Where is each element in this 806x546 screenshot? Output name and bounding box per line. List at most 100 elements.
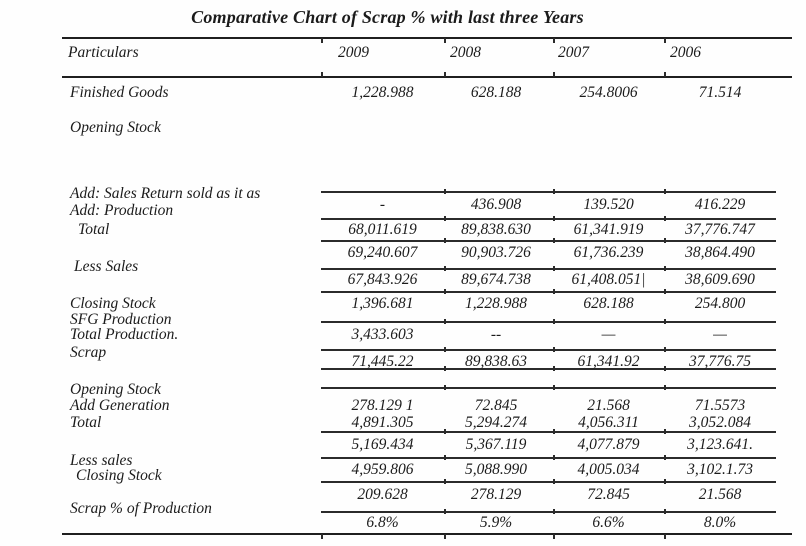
rule [321,289,776,294]
row-label: Finished Goods [70,84,169,101]
cell-2006: 37,776.747 [685,221,755,238]
table-row: 6.8% 5.9% 6.6% 8.0% [0,514,806,532]
rule [321,319,776,324]
table-row: Less sales [0,452,806,470]
cell-2007: 4,056.311 [578,414,639,431]
row-label: Add: Sales Return sold as it as [70,185,261,202]
table-row: Add: Sales Return sold as it as [0,185,806,203]
table-row: Add Generation 278.129 1 72.845 21.568 7… [0,397,806,415]
rule [321,238,776,243]
row-label: Total Production. [70,326,179,343]
cell-2007: 61,341.92 [577,353,640,370]
cell-2007: 21.568 [587,397,630,414]
table-row: 5,169.434 5,367.119 4,077.879 3,123.641. [0,436,806,454]
row-label: Opening Stock [70,119,161,136]
table-header-row: Particulars 2009 2008 2007 2006 [0,44,806,62]
cell-2009: 5,169.434 [351,436,414,453]
row-label: Scrap % of Production [70,500,212,517]
document-title: Comparative Chart of Scrap % with last t… [191,7,584,27]
rule [321,216,776,221]
cell-2008: 5,294.274 [465,414,527,431]
header-year-2008: 2008 [450,44,481,61]
cell-2009: 69,240.607 [347,244,418,261]
table-row: Finished Goods 1,228.988 628.188 254.800… [0,84,806,102]
table-row: Opening Stock [0,381,806,399]
row-label: SFG Production [70,311,172,328]
row-label: Add: Production [70,202,174,219]
row-label: Scrap [70,344,107,361]
cell-2008: 90,903.726 [461,244,531,261]
cell-2006: 21.568 [698,486,742,503]
header-year-2006: 2006 [670,44,701,61]
cell-2006: 8.0% [703,514,737,531]
cell-2007: 628.188 [583,295,634,312]
rule-header-bottom [62,72,792,78]
rule [321,429,776,434]
table-row: Total 68,011.619 89,838.630 61,341.919 3… [0,221,806,239]
table-row: Closing Stock 1,396.681 1,228.988 628.18… [0,295,806,313]
rule-top [62,37,792,43]
cell-2007: — [601,326,616,343]
row-label: Closing Stock [76,467,162,484]
table-row: Scrap % of Production [0,500,806,518]
rule [321,189,776,194]
cell-2007: 4,005.034 [577,461,640,478]
cell-2006: 416.229 [694,196,746,213]
table-row: SFG Production [0,311,806,329]
cell-2006: 38,864.490 [685,244,755,261]
table-row: Total 4,891.305 5,294.274 4,056.311 3,05… [0,414,806,432]
cell-2008: 89,838.63 [465,353,527,370]
cell-2006: — [713,326,727,343]
rule [321,385,776,390]
rule [321,347,776,352]
cell-2007: 61,341.919 [573,221,644,238]
cell-2009: 67,843.926 [347,271,418,288]
cell-2009: 278.129 1 [351,397,414,414]
table-row: - 436.908 139.520 416.229 [0,196,806,214]
cell-2009: 3,433.603 [351,326,414,343]
row-label: Less Sales [74,258,139,275]
table-row: 69,240.607 90,903.726 61,736.239 38,864.… [0,244,806,262]
rule-bottom [62,533,792,539]
rule [321,366,776,371]
cell-2008: 628.188 [470,84,522,101]
cell-2009: 209.628 [357,486,408,503]
cell-2008: 89,674.738 [461,271,531,288]
cell-2007: 4,077.879 [577,436,640,453]
row-label: Add Generation [70,397,170,414]
cell-2009: 1,396.681 [351,295,414,312]
table-row: Scrap [0,344,806,362]
cell-2009: 71,445.22 [351,353,414,370]
table-row: 4,959.806 5,088.990 4,005.034 3,102.1.73 [0,461,806,479]
header-year-2009: 2009 [338,44,369,61]
row-label: Opening Stock [70,381,161,398]
cell-2007: 139.520 [583,196,634,213]
cell-2007: 6.6% [592,514,625,531]
rule [321,266,776,271]
header-year-2007: 2007 [558,44,589,61]
cell-2007: 254.8006 [579,84,638,101]
cell-2009: 68,011.619 [348,221,417,238]
cell-2009: 4,891.305 [351,414,414,431]
cell-2006: 71.514 [698,84,742,101]
cell-2009: 6.8% [366,514,399,531]
cell-2007: 61,408.051| [571,271,646,288]
table-row: 67,843.926 89,674.738 61,408.051| 38,609… [0,271,806,289]
cell-2006: 38,609.690 [685,271,755,288]
cell-2006: 3,052.084 [689,414,751,431]
cell-2008: 72.845 [474,397,518,414]
table-row: Closing Stock [0,467,806,485]
cell-2006: 3,102.1.73 [687,461,753,478]
cell-2006: 37,776.75 [689,353,751,370]
cell-2009: 1,228.988 [351,84,414,101]
cell-2008: -- [490,326,502,343]
rule [321,479,776,484]
cell-2008: 436.908 [470,196,522,213]
cell-2007: 72.845 [587,486,630,503]
cell-2006: 254.800 [694,295,746,312]
cell-2008: 278.129 [470,486,522,503]
row-label: Total [78,221,110,238]
row-label: Total [70,414,102,431]
row-label: Less sales [70,452,133,469]
